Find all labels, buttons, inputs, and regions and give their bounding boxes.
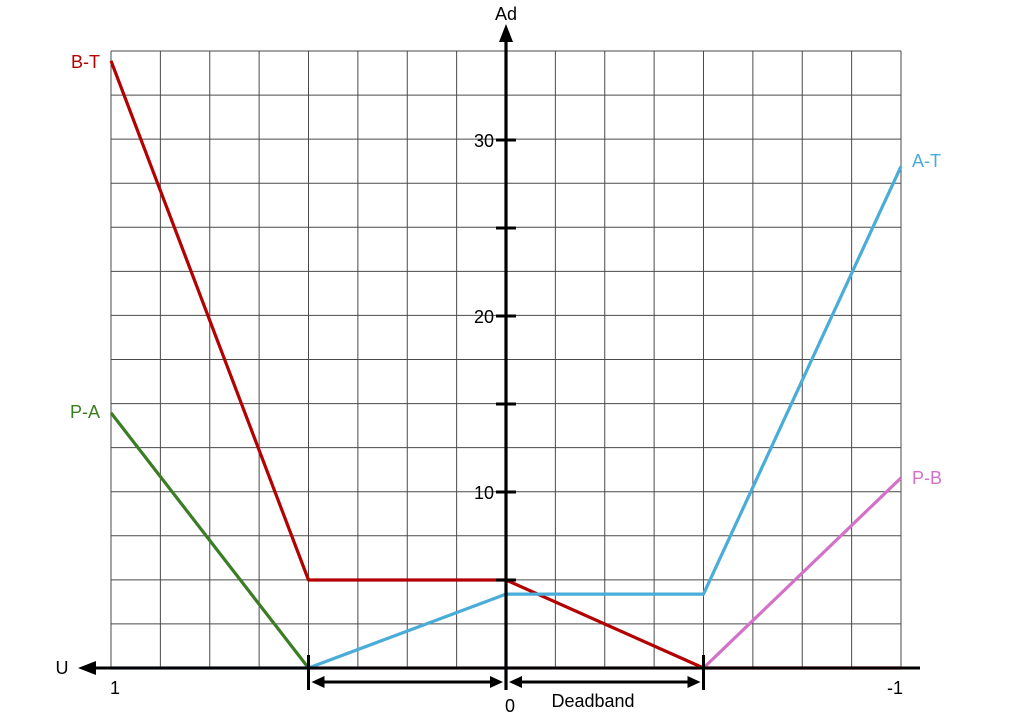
x-axis-arrow <box>78 661 96 675</box>
deadband-arrowhead-mid-right <box>509 676 522 688</box>
y-tick-label-10: 10 <box>474 483 494 503</box>
series-label-p-a: P-A <box>70 402 100 422</box>
axes <box>78 24 920 690</box>
y-tick-label-30: 30 <box>474 131 494 151</box>
x-axis-label: U <box>56 658 69 678</box>
y-tick-label-20: 20 <box>474 307 494 327</box>
series-label-p-b: P-B <box>912 468 942 488</box>
series-label-b-t: B-T <box>71 52 100 72</box>
x-tick-label-1: 1 <box>110 678 120 698</box>
x-tick-label-0: 0 <box>505 696 515 716</box>
y-axis-arrow <box>499 24 513 42</box>
deadband-arrowhead-right <box>687 676 701 688</box>
y-axis-label: Ad <box>495 4 517 24</box>
x-tick-label--1: -1 <box>887 678 903 698</box>
deadband-label: Deadband <box>551 691 634 711</box>
deadband-arrowhead-left <box>311 676 325 688</box>
deadband-arrowhead-mid-left <box>490 676 503 688</box>
series-line-p-a <box>109 411 310 669</box>
series-label-a-t: A-T <box>912 151 941 171</box>
